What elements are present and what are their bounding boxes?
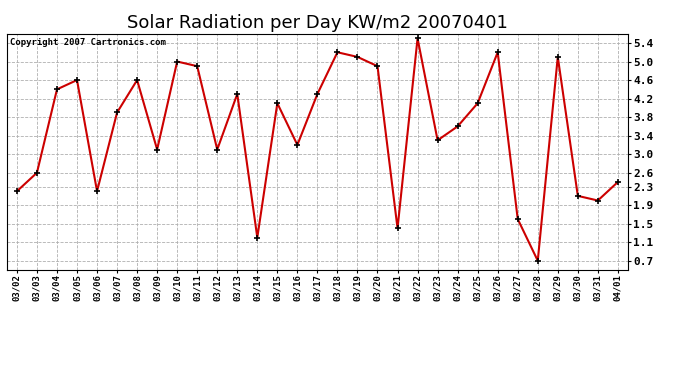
Text: Copyright 2007 Cartronics.com: Copyright 2007 Cartronics.com bbox=[10, 39, 166, 48]
Title: Solar Radiation per Day KW/m2 20070401: Solar Radiation per Day KW/m2 20070401 bbox=[127, 14, 508, 32]
